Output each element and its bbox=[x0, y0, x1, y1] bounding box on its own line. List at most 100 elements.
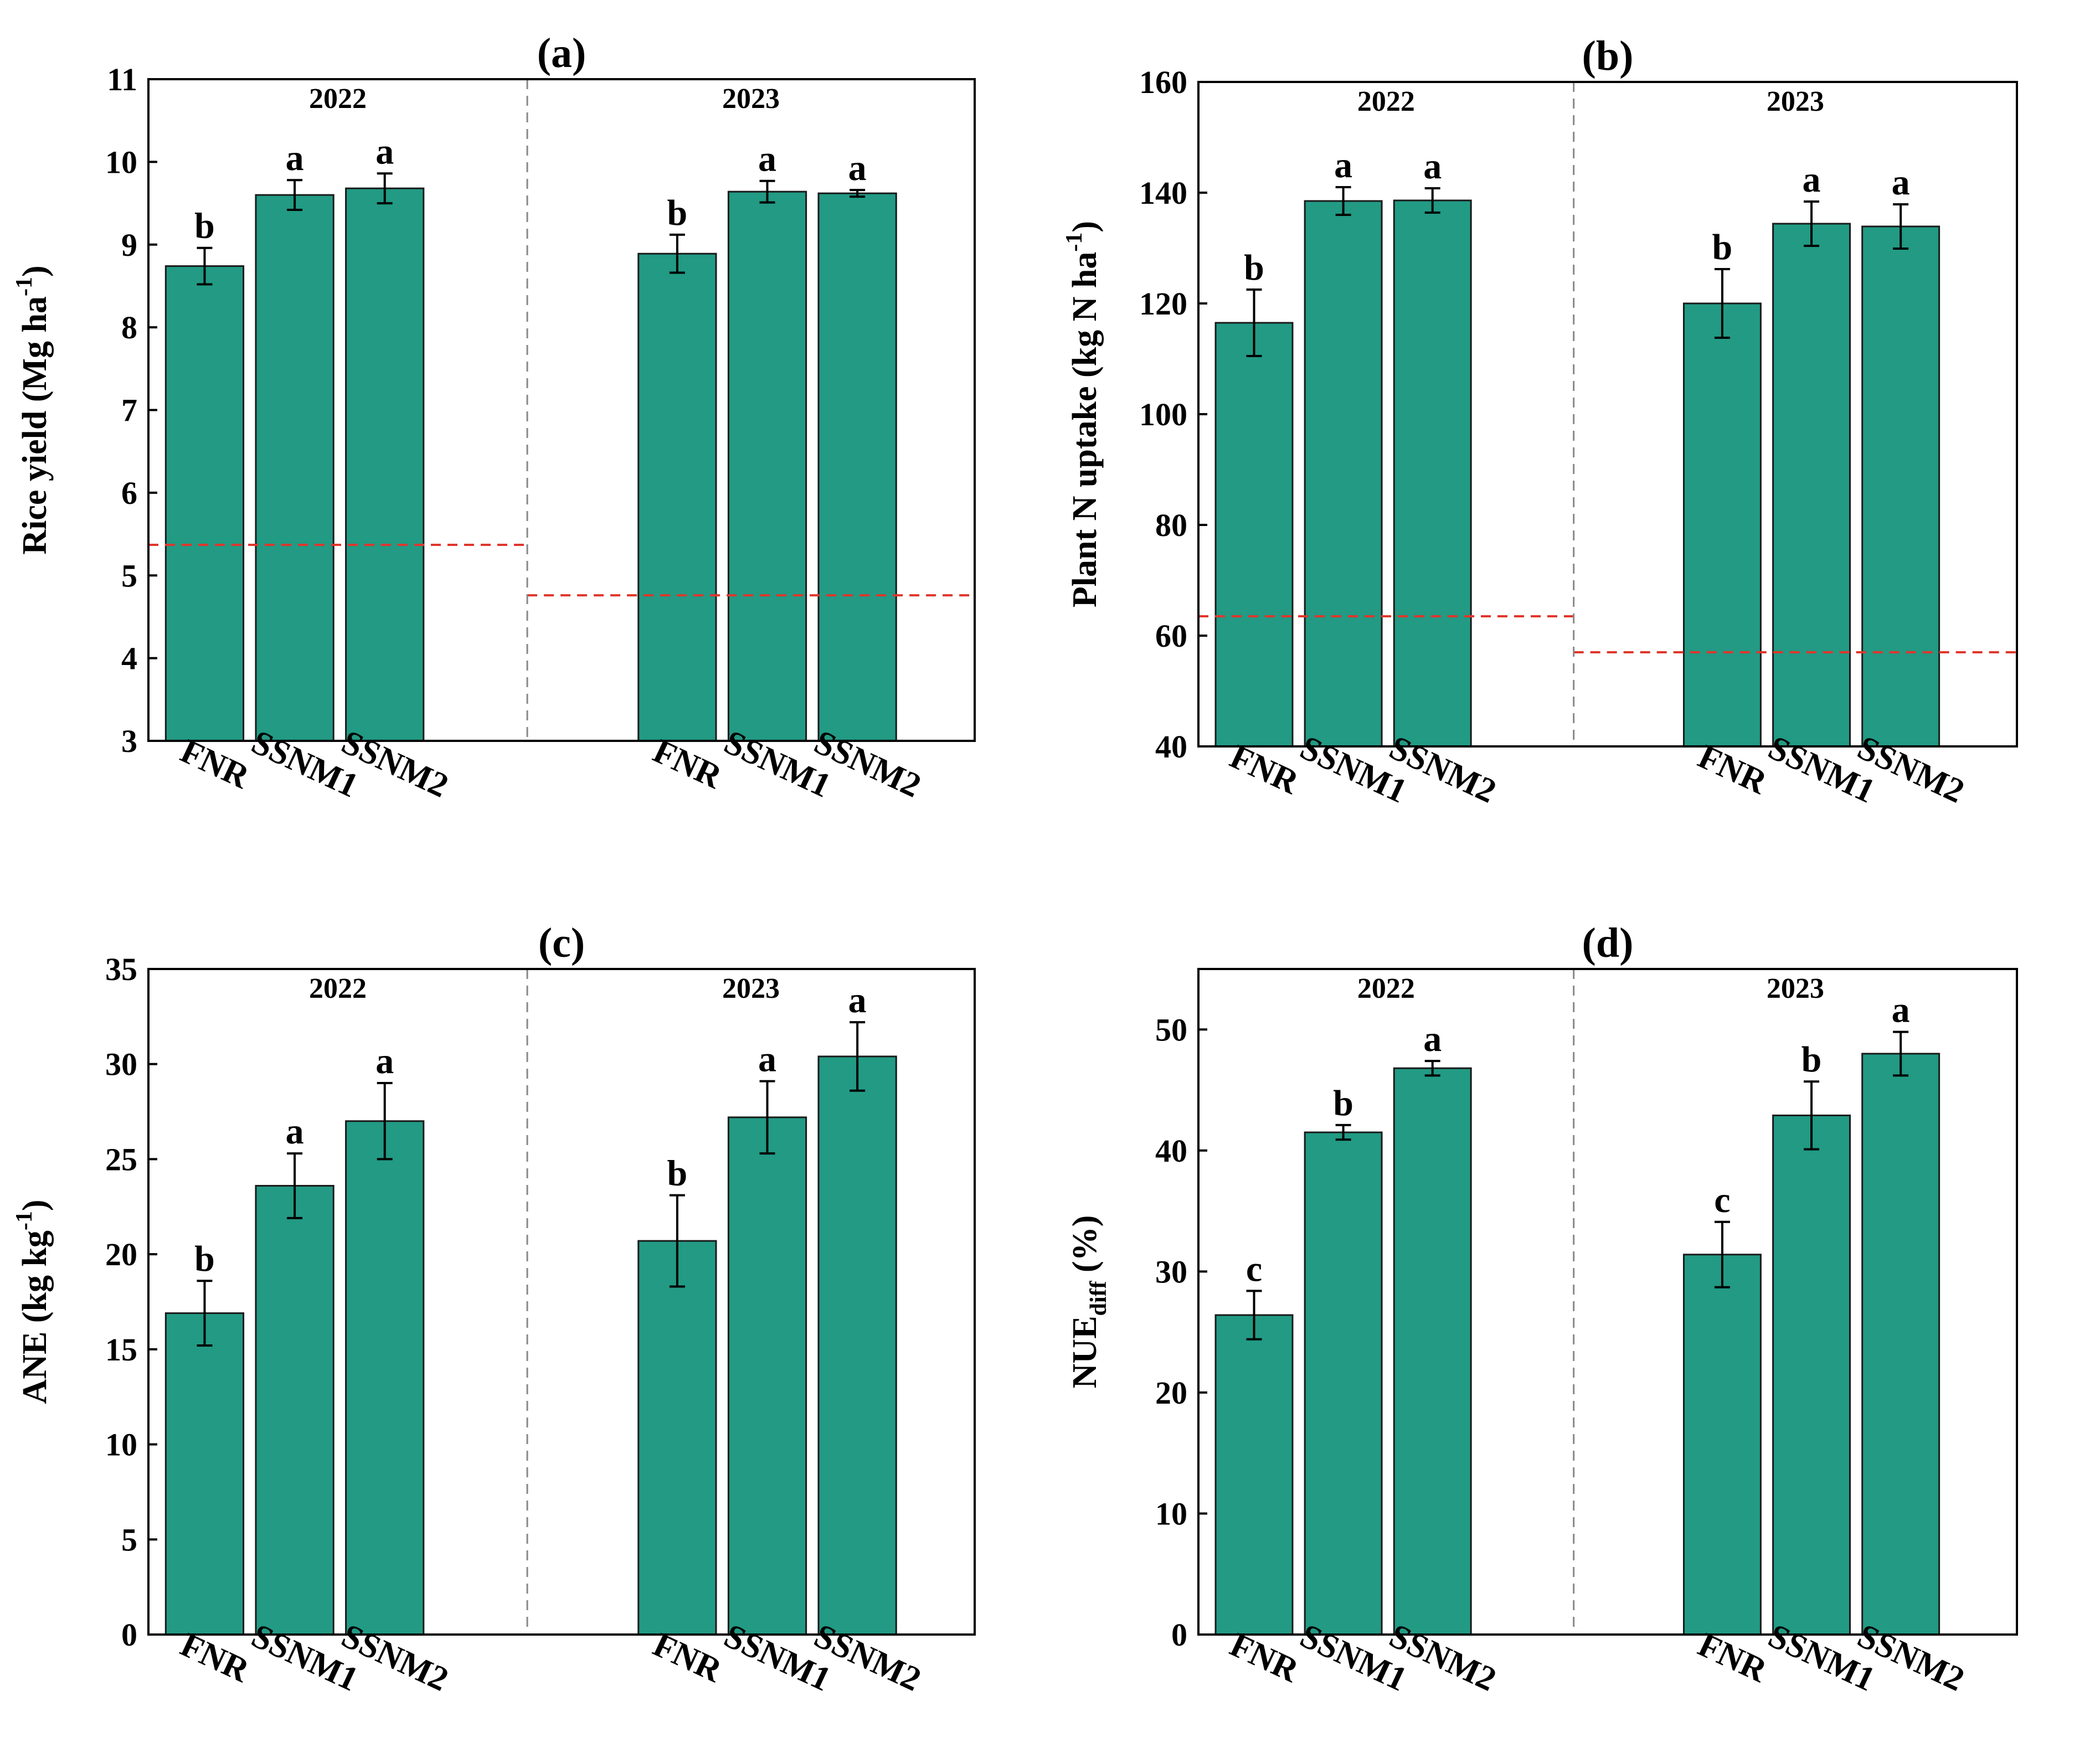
bar bbox=[345, 1120, 425, 1636]
bar bbox=[164, 1312, 245, 1636]
y-tick-label: 60 bbox=[1155, 618, 1187, 654]
panel-4: (d)cFNRbSSNM1aSSNM22022cFNRbSSNM1aSSNM22… bbox=[1066, 920, 2018, 1699]
bar bbox=[637, 1240, 717, 1636]
significance-letter: a bbox=[286, 138, 304, 178]
bar bbox=[1772, 1114, 1851, 1636]
bar bbox=[1214, 1314, 1294, 1636]
y-tick-label: 20 bbox=[1155, 1375, 1187, 1411]
y-tick-label: 6 bbox=[121, 475, 137, 511]
y-tick-label: 10 bbox=[1155, 1496, 1187, 1532]
plot-frame bbox=[1197, 968, 2018, 1636]
year-label: 2023 bbox=[722, 973, 780, 1004]
panel-title: (d) bbox=[1582, 920, 1634, 966]
y-axis-label: ANE (kg kg-1) bbox=[12, 1199, 54, 1404]
y-tick-label: 5 bbox=[121, 1522, 137, 1558]
year-label: 2022 bbox=[1357, 973, 1415, 1004]
year-label: 2022 bbox=[1357, 86, 1415, 117]
significance-letter: b bbox=[1244, 248, 1264, 288]
bar bbox=[1304, 1131, 1383, 1636]
y-tick-label: 20 bbox=[105, 1236, 137, 1272]
y-tick-label: 160 bbox=[1139, 64, 1187, 100]
bar bbox=[1772, 223, 1851, 748]
y-tick-label: 35 bbox=[105, 951, 137, 987]
significance-letter: c bbox=[1246, 1249, 1262, 1289]
y-axis-label: Plant N uptake (kg N ha-1) bbox=[1062, 221, 1104, 607]
significance-letter: a bbox=[375, 131, 394, 172]
year-label: 2022 bbox=[309, 83, 367, 115]
y-axis-label-tail: ) bbox=[1066, 221, 1104, 233]
significance-letter: b bbox=[667, 193, 688, 233]
y-axis-label-tail: ) bbox=[16, 1199, 54, 1211]
y-tick-label: 0 bbox=[1171, 1617, 1187, 1653]
plot-frame bbox=[147, 968, 976, 1636]
significance-letter: a bbox=[1803, 159, 1821, 200]
y-axis-label-sup: -1 bbox=[12, 1211, 37, 1230]
y-axis-label-main: Plant N uptake (kg N ha bbox=[1066, 252, 1104, 608]
panel-title: (a) bbox=[537, 30, 586, 76]
bar bbox=[1861, 225, 1941, 748]
y-axis-label: Rice yield (Mg ha-1) bbox=[12, 265, 54, 554]
y-axis-label-tail: (%) bbox=[1066, 1215, 1104, 1281]
y-tick-label: 40 bbox=[1155, 1133, 1187, 1169]
y-axis-label: NUEdiff (%) bbox=[1066, 1215, 1111, 1389]
y-tick-label: 4 bbox=[121, 641, 137, 677]
bar bbox=[727, 190, 807, 742]
y-tick-label: 9 bbox=[121, 227, 137, 263]
bar bbox=[727, 1116, 807, 1636]
y-axis-label-main: Rice yield (Mg ha bbox=[16, 296, 54, 555]
y-axis-label-sup: -1 bbox=[12, 277, 37, 296]
significance-letter: a bbox=[1423, 1019, 1442, 1059]
bar bbox=[1682, 1254, 1762, 1636]
year-label: 2023 bbox=[1767, 86, 1824, 117]
y-axis-label-sub: diff bbox=[1086, 1280, 1111, 1316]
significance-letter: b bbox=[1712, 227, 1733, 267]
y-tick-label: 5 bbox=[121, 558, 137, 594]
significance-letter: b bbox=[194, 1239, 215, 1279]
y-tick-label: 8 bbox=[121, 310, 137, 346]
y-tick-label: 100 bbox=[1139, 396, 1187, 432]
significance-letter: a bbox=[286, 1111, 304, 1152]
y-tick-label: 25 bbox=[105, 1141, 137, 1177]
significance-letter: a bbox=[758, 139, 776, 179]
bar bbox=[817, 1055, 897, 1636]
significance-letter: a bbox=[1423, 146, 1442, 187]
y-tick-label: 40 bbox=[1155, 729, 1187, 765]
bar bbox=[255, 1185, 334, 1636]
bar bbox=[817, 192, 897, 742]
year-label: 2022 bbox=[309, 973, 367, 1004]
significance-letter: a bbox=[1892, 990, 1910, 1030]
significance-letter: a bbox=[848, 148, 867, 188]
year-label: 2023 bbox=[1767, 973, 1824, 1004]
significance-letter: b bbox=[1333, 1083, 1353, 1123]
panel-3: (c)bFNRaSSNM1aSSNM22022bFNRaSSNM1aSSNM22… bbox=[12, 920, 976, 1699]
significance-letter: b bbox=[194, 206, 215, 246]
bar bbox=[345, 187, 425, 742]
y-axis-label-main: ANE (kg kg bbox=[16, 1230, 54, 1404]
y-tick-label: 10 bbox=[105, 1427, 137, 1463]
panel-title: (c) bbox=[538, 920, 585, 966]
y-tick-label: 7 bbox=[121, 393, 137, 429]
y-axis-label-tail: ) bbox=[16, 265, 54, 277]
y-tick-label: 15 bbox=[105, 1332, 137, 1368]
y-tick-label: 0 bbox=[121, 1617, 137, 1653]
panel-title: (b) bbox=[1582, 33, 1634, 79]
y-tick-label: 50 bbox=[1155, 1012, 1187, 1048]
y-tick-label: 140 bbox=[1139, 175, 1187, 211]
bar bbox=[164, 265, 245, 742]
y-tick-label: 80 bbox=[1155, 507, 1187, 543]
significance-letter: b bbox=[1802, 1039, 1822, 1080]
panel-1: (a)bFNRaSSNM1aSSNM22022bFNRaSSNM1aSSNM22… bbox=[12, 30, 976, 805]
y-tick-label: 120 bbox=[1139, 286, 1187, 322]
significance-letter: a bbox=[1892, 162, 1910, 203]
bar bbox=[255, 194, 334, 742]
significance-letter: b bbox=[667, 1153, 688, 1194]
bar bbox=[1214, 322, 1294, 748]
significance-letter: a bbox=[758, 1039, 776, 1080]
bar bbox=[1393, 1067, 1472, 1636]
y-axis-label-main: NUE bbox=[1066, 1316, 1104, 1388]
significance-letter: a bbox=[1334, 145, 1352, 185]
y-tick-label: 10 bbox=[105, 144, 137, 180]
bar bbox=[637, 252, 717, 742]
y-tick-label: 30 bbox=[105, 1047, 137, 1082]
